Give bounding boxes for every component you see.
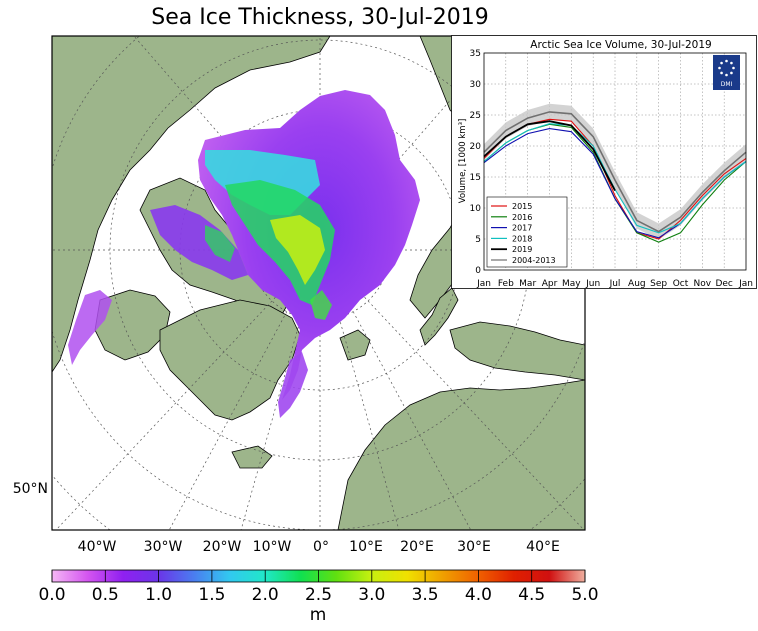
x-tick-label: Jul xyxy=(609,279,621,289)
legend-label: 2004-2013 xyxy=(512,256,556,265)
x-tick-label: Nov xyxy=(694,279,712,289)
lon-label: 10°W xyxy=(253,539,292,555)
land-baffin xyxy=(94,289,171,361)
colorbar-tick-label: 1.5 xyxy=(198,585,225,605)
lon-label: 40°E xyxy=(526,539,560,555)
ice-archipelago xyxy=(150,205,248,280)
land-canada-alaska xyxy=(52,36,331,373)
chart-x-ticks: Jan Feb Mar Apr May Jun Jul Aug Sep Oct Nov Dec Jan xyxy=(476,279,753,289)
colorbar-tick-label: 1.0 xyxy=(145,585,172,605)
ice-greenland-east xyxy=(278,352,308,418)
ice-ribbon-green xyxy=(310,290,332,320)
colorbar-tick-label: 2.0 xyxy=(252,585,279,605)
land-kola xyxy=(449,321,585,381)
chart-y-ticks: 0 5 10 15 20 25 30 35 xyxy=(470,49,482,276)
legend-label: 2016 xyxy=(512,213,532,222)
y-tick-label: 10 xyxy=(470,204,482,214)
chart-series xyxy=(483,111,747,243)
x-tick-label: Jan xyxy=(476,279,491,289)
colorbar-ticks: 0.0 0.5 1.0 1.5 2.0 2.5 3.0 3.5 4.0 4.5 5.0 xyxy=(38,570,599,605)
y-tick-label: 25 xyxy=(470,111,481,121)
colorbar-tick-label: 3.0 xyxy=(358,585,385,605)
colorbar-unit-label: m xyxy=(310,605,327,625)
chart-title: Arctic Sea Ice Volume, 30-Jul-2019 xyxy=(530,39,711,51)
lon-label: 0° xyxy=(313,539,329,555)
lon-label: 30°E xyxy=(457,539,491,555)
map-title: Sea Ice Thickness, 30-Jul-2019 xyxy=(151,5,489,30)
y-tick-label: 15 xyxy=(470,173,481,183)
lon-labels: 40°W 30°W 20°W 10°W 0° 10°E 20°E 30°E 40°E xyxy=(78,539,560,555)
y-tick-label: 0 xyxy=(475,266,481,276)
colorbar-tick-label: 5.0 xyxy=(571,585,598,605)
chart-ylabel: Volume, [1000 km³] xyxy=(458,119,468,204)
dmi-logo: DMI xyxy=(713,55,740,90)
land-scandinavia xyxy=(337,379,585,530)
x-tick-label: Jan xyxy=(738,279,753,289)
colorbar-tick-label: 4.0 xyxy=(465,585,492,605)
y-tick-label: 30 xyxy=(470,80,482,90)
x-tick-label: Feb xyxy=(498,279,514,289)
land-iceland xyxy=(231,445,273,469)
y-tick-label: 5 xyxy=(475,235,481,245)
x-tick-label: Oct xyxy=(673,279,689,289)
ice-baffin xyxy=(68,290,112,365)
lon-label: 20°W xyxy=(203,539,242,555)
legend-label: 2019 xyxy=(512,245,532,254)
legend-box xyxy=(486,196,568,268)
colorbar-tick-label: 2.5 xyxy=(305,585,332,605)
x-tick-label: May xyxy=(562,279,581,289)
sea-ice xyxy=(68,90,420,418)
colorbar-tick-label: 0.0 xyxy=(38,585,65,605)
chart-plot-frame xyxy=(483,52,747,271)
lon-label: 10°E xyxy=(349,539,383,555)
lon-label: 30°W xyxy=(144,539,183,555)
lat-label: 50°N xyxy=(13,481,48,497)
volume-chart: Arctic Sea Ice Volume, 30-Jul-2019 0 5 10 1… xyxy=(451,35,757,289)
dmi-logo-text: DMI xyxy=(721,81,733,88)
y-tick-label: 20 xyxy=(470,142,482,152)
x-tick-label: Aug xyxy=(628,279,646,289)
legend-label: 2017 xyxy=(512,224,532,233)
ice-archipelago-channels xyxy=(205,225,235,262)
y-tick-label: 35 xyxy=(470,49,481,59)
dmi-logo-stars-icon xyxy=(718,59,735,77)
colorbar-tick-label: 3.5 xyxy=(412,585,439,605)
x-tick-label: Dec xyxy=(715,279,732,289)
land-svalbard xyxy=(339,329,371,361)
x-tick-label: Apr xyxy=(542,279,558,289)
lon-label: 40°W xyxy=(78,539,117,555)
series-line-2019 xyxy=(483,120,616,192)
x-tick-label: Mar xyxy=(519,279,536,289)
colorbar-tick-label: 4.5 xyxy=(518,585,545,605)
land-novaya-zemlya xyxy=(419,287,459,346)
ice-thickest-yellow xyxy=(270,215,325,285)
legend-label: 2018 xyxy=(512,234,532,243)
colorbar: 0.0 0.5 1.0 1.5 2.0 2.5 3.0 3.5 4.0 4.5 5.0 m xyxy=(38,569,599,625)
x-tick-label: Jun xyxy=(585,279,600,289)
x-tick-label: Sep xyxy=(650,279,667,289)
legend-label: 2015 xyxy=(512,202,532,211)
lon-label: 20°E xyxy=(400,539,434,555)
land-greenland xyxy=(159,299,301,421)
colorbar-tick-label: 0.5 xyxy=(92,585,119,605)
series-line-2004-2013 xyxy=(483,111,747,233)
